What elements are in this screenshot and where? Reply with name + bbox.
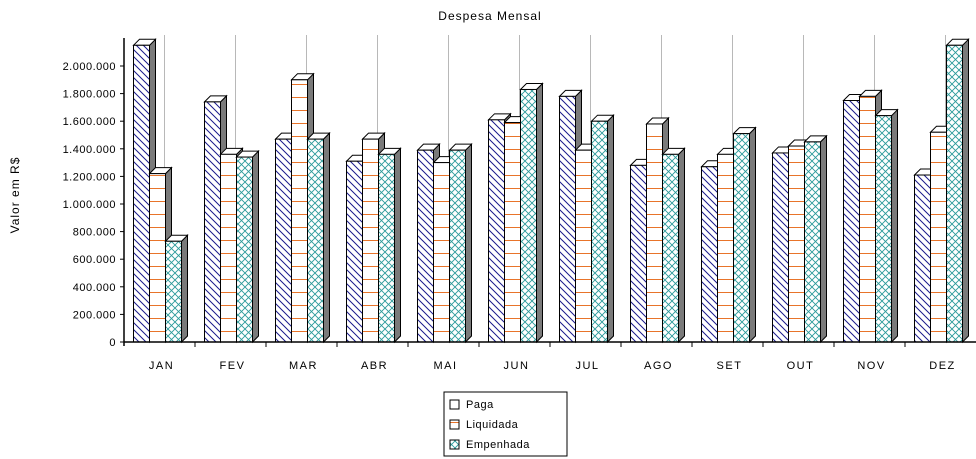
bar-front xyxy=(733,133,750,343)
bar-front xyxy=(307,138,324,343)
bar-front xyxy=(433,162,450,343)
bar-empenhada-ago xyxy=(661,147,686,344)
legend-box xyxy=(443,391,568,457)
bar-front xyxy=(788,145,805,343)
x-tick-label: FEV xyxy=(220,360,246,372)
bar-side xyxy=(394,147,401,344)
bar-front xyxy=(236,156,253,343)
bar-empenhada-fev xyxy=(235,149,260,344)
y-tick-label: 1.400.000 xyxy=(63,144,116,156)
bar-front xyxy=(504,122,521,343)
bar-side xyxy=(465,142,472,344)
legend-swatch-paga xyxy=(449,399,460,410)
x-axis: JAN FEV MAR ABR MAI JUN JUL AGO SET OUT NOV DEZ xyxy=(124,341,976,372)
bar-front xyxy=(875,115,892,343)
bar-front xyxy=(591,120,608,343)
bar-side xyxy=(820,134,827,344)
bar-front xyxy=(220,153,237,343)
bar-front xyxy=(859,95,876,343)
bar-side xyxy=(536,82,543,344)
y-tick-label: 1.200.000 xyxy=(63,171,116,183)
bar-empenhada-dez xyxy=(945,38,970,344)
bar-front xyxy=(449,149,466,343)
y-tick-label: 800.000 xyxy=(73,227,116,239)
bar-front xyxy=(772,152,789,343)
bar-empenhada-nov xyxy=(874,108,899,344)
x-tick-label: JAN xyxy=(149,360,174,372)
legend-swatch-empenhada xyxy=(449,439,460,450)
bar-front xyxy=(165,240,182,343)
y-tick-label: 600.000 xyxy=(73,254,116,266)
x-tick-label: OUT xyxy=(787,360,815,372)
legend-label-paga: Paga xyxy=(466,399,494,411)
y-tick-label: 200.000 xyxy=(73,309,116,321)
legend-label-liquidada: Liquidada xyxy=(466,419,519,431)
y-tick-label: 1.800.000 xyxy=(63,89,116,101)
bar-empenhada-jul xyxy=(590,113,615,344)
y-axis: 0 200.000 400.000 600.000 800.000 1.000.000 1.… xyxy=(63,38,125,349)
bar-front xyxy=(804,141,821,343)
y-tick-label: 1.600.000 xyxy=(63,116,116,128)
bar-front xyxy=(575,149,592,343)
y-axis-label: Valor em R$ xyxy=(8,157,22,234)
bar-front xyxy=(662,153,679,343)
x-tick-label: NOV xyxy=(857,360,885,372)
x-tick-label: AGO xyxy=(644,360,673,372)
legend-swatch-liquidada xyxy=(449,419,460,430)
y-tick-label: 0 xyxy=(109,337,116,349)
bar-front xyxy=(378,153,395,343)
bar-front xyxy=(930,131,947,343)
x-tick-label: JUN xyxy=(504,360,530,372)
bar-side xyxy=(181,234,188,344)
bar-front xyxy=(346,160,363,343)
bar-front xyxy=(291,79,308,343)
legend-label-empenhada: Empenhada xyxy=(466,439,530,451)
bar-side xyxy=(678,147,685,344)
bar-side xyxy=(323,131,330,344)
bar-front xyxy=(362,138,379,343)
bar-front xyxy=(520,88,537,343)
x-tick-label: DEZ xyxy=(929,360,956,372)
bar-front xyxy=(843,100,860,343)
x-tick-label: JUL xyxy=(575,360,599,372)
legend: Paga Liquidada Empenhada xyxy=(443,391,568,457)
bar-side xyxy=(252,149,259,344)
bar-front xyxy=(717,153,734,343)
bar-front xyxy=(914,174,931,343)
bar-front xyxy=(417,149,434,343)
bar-front xyxy=(559,95,576,343)
bar-front xyxy=(946,44,963,343)
bar-front xyxy=(275,138,292,343)
bar-front xyxy=(488,119,505,343)
bar-side xyxy=(891,108,898,344)
bar-empenhada-jan xyxy=(164,234,189,344)
y-tick-label: 1.000.000 xyxy=(63,199,116,211)
bar-front xyxy=(701,166,718,343)
bar-front xyxy=(630,164,647,343)
bar-empenhada-mar xyxy=(306,131,331,344)
bar-side xyxy=(749,126,756,344)
x-tick-label: SET xyxy=(717,360,743,372)
y-tick-label: 2.000.000 xyxy=(63,61,116,73)
x-tick-label: ABR xyxy=(361,360,388,372)
bar-side xyxy=(962,38,969,344)
bar-front xyxy=(149,173,166,343)
bar-front xyxy=(133,44,150,343)
bar-empenhada-out xyxy=(803,134,828,344)
bar-empenhada-set xyxy=(732,126,757,344)
x-tick-label: MAI xyxy=(433,360,457,372)
bar-front xyxy=(646,123,663,343)
bar-empenhada-jun xyxy=(519,82,544,344)
bar-empenhada-abr xyxy=(377,147,402,344)
y-tick-label: 400.000 xyxy=(73,282,116,294)
chart-title: Despesa Mensal xyxy=(438,9,541,23)
bar-side xyxy=(607,113,614,344)
bar-empenhada-mai xyxy=(448,142,473,344)
bar-front xyxy=(204,101,221,343)
bars xyxy=(132,38,970,344)
x-tick-label: MAR xyxy=(289,360,318,372)
